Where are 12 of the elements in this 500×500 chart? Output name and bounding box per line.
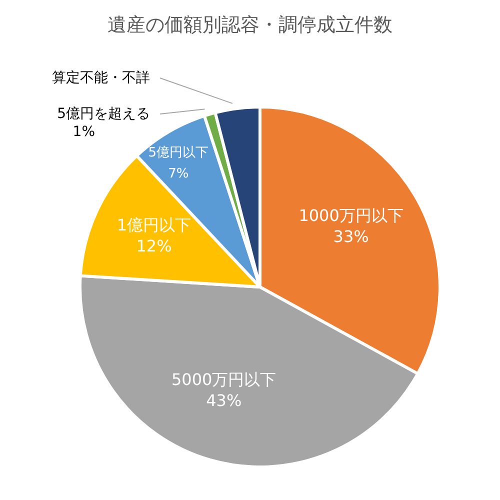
slice-label: 1000万円以下 xyxy=(298,206,404,225)
slice-label: 算定不能・不詳 xyxy=(52,70,150,86)
data-label: 12% xyxy=(136,236,172,255)
data-label: 33% xyxy=(333,226,369,246)
data-label: 43% xyxy=(206,390,242,410)
slice-label: 5000万円以下 xyxy=(172,370,276,389)
slice-label: 5億円以下 xyxy=(148,145,209,160)
data-label: 7% xyxy=(168,166,189,182)
slice-label: 5億円を超える xyxy=(57,106,150,122)
slice-label: 1億円以下 xyxy=(116,214,192,234)
chart-title: 遺産の価額別認容・調停成立件数 xyxy=(106,13,394,38)
data-label: 1% xyxy=(72,124,95,140)
